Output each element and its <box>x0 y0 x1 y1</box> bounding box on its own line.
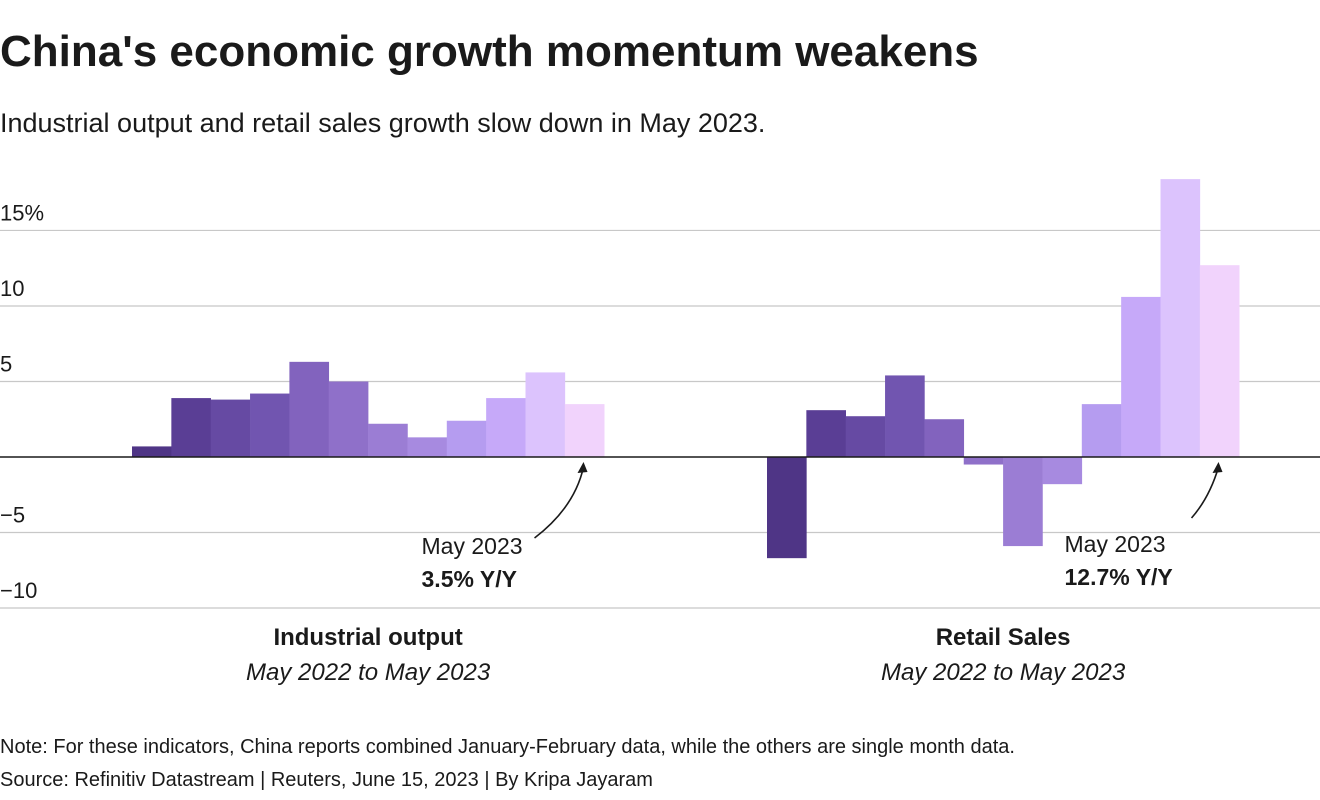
bar <box>171 398 211 457</box>
annotation-arrow <box>534 466 585 539</box>
bar <box>1160 179 1201 457</box>
panel-subtitle: May 2022 to May 2023 <box>881 659 1126 686</box>
bar <box>289 361 330 457</box>
y-tick-label: 15% <box>0 200 44 225</box>
panel-title: Retail Sales <box>936 624 1071 651</box>
bar <box>328 381 369 457</box>
bar <box>924 419 965 457</box>
arrow-head <box>1212 461 1223 473</box>
bar <box>767 456 807 559</box>
annotation: May 2023 <box>1065 531 1166 557</box>
arrow-head <box>577 461 588 473</box>
bar <box>1199 265 1240 457</box>
bar <box>963 456 1004 465</box>
y-tick-label: −5 <box>0 502 25 527</box>
y-tick-label: −10 <box>0 578 37 603</box>
bar <box>1003 456 1043 547</box>
annotation: May 2023 <box>422 533 523 559</box>
bar <box>885 375 925 457</box>
annotation-arrow <box>1190 466 1220 519</box>
note: Note: For these indicators, China report… <box>0 736 1015 758</box>
chart-subtitle: Industrial output and retail sales growt… <box>0 108 765 138</box>
value-label: 12.7% Y/Y <box>1065 564 1173 590</box>
source: Source: Refinitiv Datastream | Reuters, … <box>0 769 653 791</box>
bar <box>446 420 487 457</box>
bar <box>1042 456 1083 485</box>
bar <box>564 404 605 457</box>
value-label: 3.5% Y/Y <box>422 566 517 592</box>
bar <box>1081 404 1122 457</box>
y-tick-label: 10 <box>0 276 24 301</box>
chart-title: China's economic growth momentum weakens <box>0 27 979 76</box>
bar <box>250 393 290 457</box>
bar <box>486 398 526 457</box>
bar <box>132 446 172 457</box>
bar <box>210 399 251 457</box>
y-tick-label: 5 <box>0 351 12 376</box>
bar <box>525 372 566 457</box>
panel-subtitle: May 2022 to May 2023 <box>246 659 491 686</box>
bar <box>806 410 846 457</box>
bar <box>845 416 886 457</box>
bar <box>1121 296 1161 457</box>
bar <box>368 423 408 457</box>
panel-title: Industrial output <box>273 624 462 651</box>
bar <box>407 437 448 457</box>
